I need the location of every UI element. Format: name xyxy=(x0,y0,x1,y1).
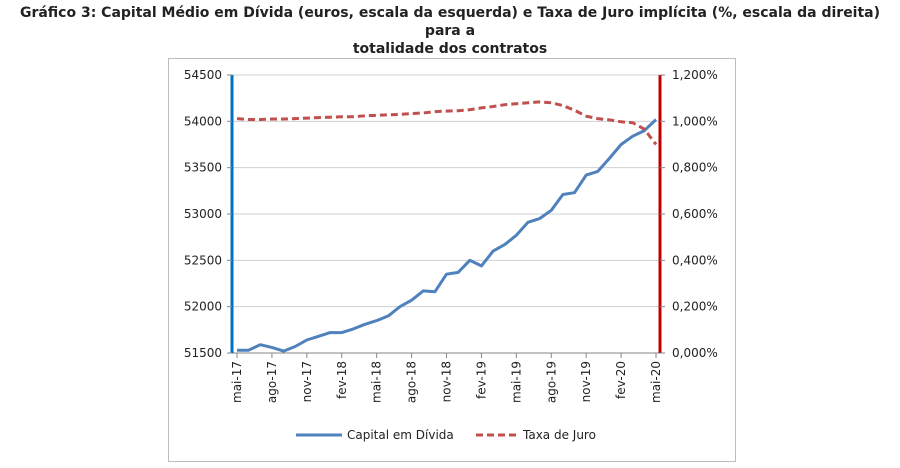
x-tick-label: fev-20 xyxy=(614,361,628,399)
chart-title-line1: Gráfico 3: Capital Médio em Dívida (euro… xyxy=(19,5,881,39)
legend-item-taxa-label: Taxa de Juro xyxy=(522,428,596,442)
right-tick-label: 0,400% xyxy=(672,253,718,267)
left-tick-label: 52000 xyxy=(184,300,222,314)
right-tick-label: 0,200% xyxy=(672,300,718,314)
x-tick-label: fev-18 xyxy=(335,361,349,399)
x-tick-label: ago-17 xyxy=(265,361,279,403)
x-tick-label: nov-19 xyxy=(579,361,593,402)
left-tick-label: 53500 xyxy=(184,161,222,175)
left-tick-label: 54000 xyxy=(184,114,222,128)
series-line-taxa xyxy=(236,100,658,146)
right-tick-label: 0,000% xyxy=(672,346,718,360)
series-line-capital xyxy=(237,118,658,353)
x-tick-label: fev-19 xyxy=(474,361,488,399)
x-tick-label: ago-18 xyxy=(405,361,419,403)
left-tick-label: 51500 xyxy=(184,346,222,360)
chart-frame xyxy=(168,58,736,462)
x-tick-label: mai-19 xyxy=(509,361,523,403)
right-tick-label: 0,800% xyxy=(672,161,718,175)
x-tick-label: ago-19 xyxy=(544,361,558,403)
x-tick-label: nov-17 xyxy=(300,361,314,402)
legend-item-capital-label: Capital em Dívida xyxy=(347,428,454,442)
right-tick-label: 1,000% xyxy=(672,114,718,128)
chart-title: Gráfico 3: Capital Médio em Dívida (euro… xyxy=(0,4,900,58)
left-tick-label: 53000 xyxy=(184,207,222,221)
right-tick-label: 1,200% xyxy=(672,68,718,82)
x-tick-label: nov-18 xyxy=(440,361,454,402)
left-tick-label: 54500 xyxy=(184,68,222,82)
x-tick-label: mai-18 xyxy=(370,361,384,403)
chart-title-line2: totalidade dos contratos xyxy=(352,41,548,57)
right-tick-label: 0,600% xyxy=(672,207,718,221)
x-tick-label: mai-20 xyxy=(649,361,663,403)
x-tick-label: mai-17 xyxy=(230,361,244,403)
left-tick-label: 52500 xyxy=(184,253,222,267)
